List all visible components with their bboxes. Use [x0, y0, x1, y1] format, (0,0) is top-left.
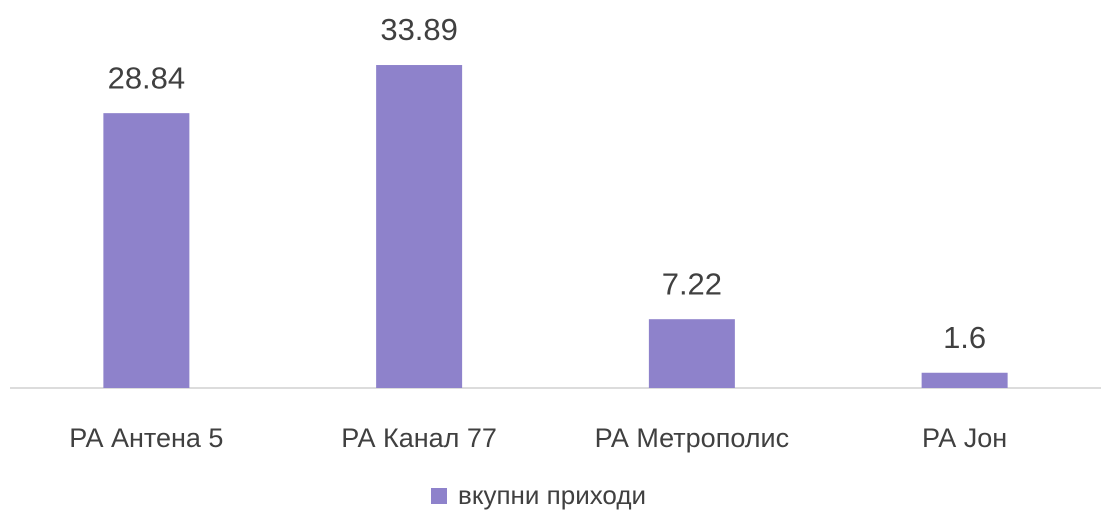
data-label: 7.22 [662, 266, 722, 301]
data-label: 1.6 [943, 320, 986, 355]
bar [103, 113, 190, 389]
legend-swatch [431, 488, 447, 504]
data-label: 28.84 [108, 60, 186, 95]
x-tick-label: РА Канал 77 [341, 423, 497, 453]
bar [921, 372, 1008, 388]
legend-label: вкупни приходи [458, 480, 646, 510]
x-tick-label: РА Јон [922, 423, 1007, 453]
x-tick-label: РА Метрополис [595, 423, 789, 453]
bar [648, 319, 735, 388]
bar [376, 65, 463, 389]
x-tick-label: РА Антена 5 [69, 423, 223, 453]
data-label: 33.89 [380, 12, 458, 47]
